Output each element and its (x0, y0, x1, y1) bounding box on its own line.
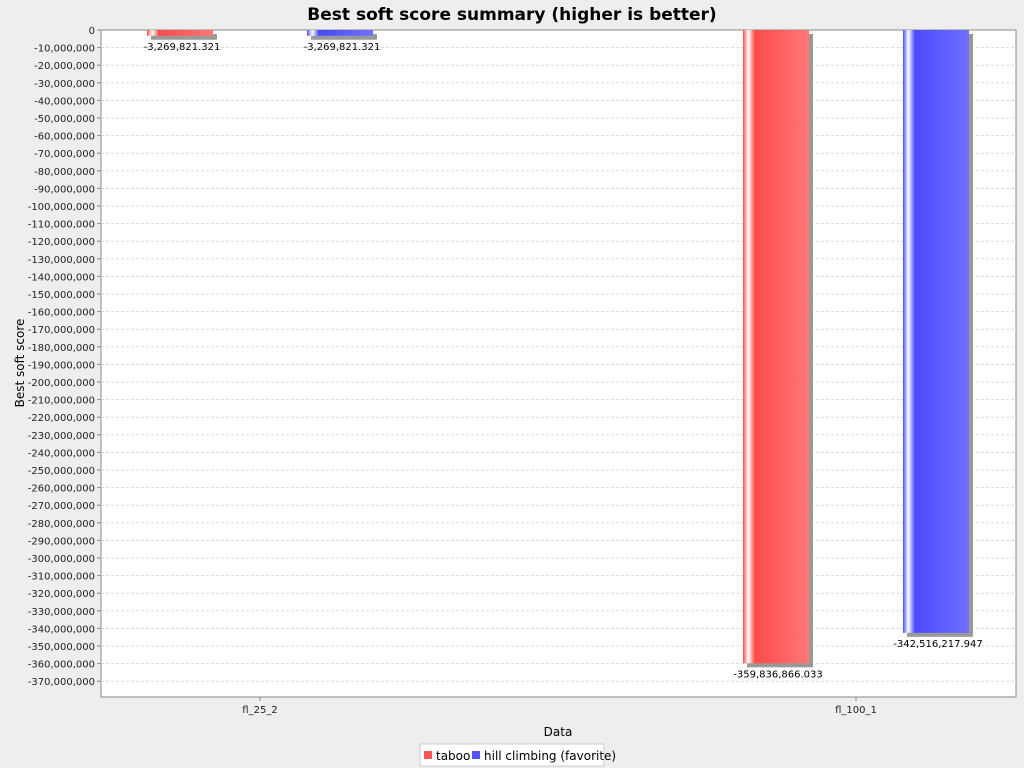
y-tick-label: -270,000,000 (28, 501, 95, 512)
bar-taboo-fl-25-2 (147, 30, 213, 36)
y-tick-label: -250,000,000 (28, 466, 95, 477)
y-tick-label: -280,000,000 (28, 519, 95, 530)
bar-hill-climbing-fl-25-2 (307, 30, 373, 36)
legend-swatch-taboo (424, 751, 432, 759)
bar-shadow (311, 34, 377, 40)
data-labels: -3,269,821.321 -3,269,821.321 -359,836,866… (144, 42, 983, 681)
y-tick-label: -230,000,000 (28, 431, 95, 442)
y-tick-label: -90,000,000 (34, 184, 95, 195)
grid-lines (101, 47, 1016, 682)
y-tick-label: -110,000,000 (28, 220, 95, 231)
bar-hill-climbing-fl-100-1 (903, 30, 969, 633)
y-tick-label: -200,000,000 (28, 378, 95, 389)
y-tick-label: -330,000,000 (28, 607, 95, 618)
y-tick-label: -340,000,000 (28, 624, 95, 635)
legend-swatch-hill-climbing (472, 751, 480, 759)
y-tick-label: -320,000,000 (28, 589, 95, 600)
x-axis-categories: fl_25_2 fl_100_1 (242, 697, 877, 716)
y-tick-label: -140,000,000 (28, 272, 95, 283)
x-axis-label: Data (544, 725, 573, 739)
y-tick-label: -100,000,000 (28, 202, 95, 213)
category-label-fl-100-1: fl_100_1 (835, 705, 877, 716)
y-tick-label: -40,000,000 (34, 96, 95, 107)
y-tick-label: -120,000,000 (28, 237, 95, 248)
y-tick-label: -370,000,000 (28, 677, 95, 688)
y-tick-label: 0 (89, 26, 95, 37)
y-tick-label: -70,000,000 (34, 149, 95, 160)
y-tick-label: -190,000,000 (28, 360, 95, 371)
y-tick-label: -360,000,000 (28, 660, 95, 671)
y-tick-label: -60,000,000 (34, 132, 95, 143)
data-label: -342,516,217.947 (893, 639, 983, 650)
y-tick-label: -80,000,000 (34, 167, 95, 178)
legend-label-taboo: taboo (436, 749, 470, 763)
y-tick-label: -220,000,000 (28, 413, 95, 424)
y-tick-label: -130,000,000 (28, 255, 95, 266)
y-tick-label: -210,000,000 (28, 396, 95, 407)
legend-label-hill-climbing: hill climbing (favorite) (484, 749, 616, 763)
y-tick-label: -170,000,000 (28, 325, 95, 336)
y-tick-label: -160,000,000 (28, 308, 95, 319)
y-axis-label: Best soft score (13, 319, 27, 408)
plot-area (100, 29, 1017, 698)
y-tick-label: -30,000,000 (34, 79, 95, 90)
category-label-fl-25-2: fl_25_2 (242, 705, 277, 716)
y-tick-label: -350,000,000 (28, 642, 95, 653)
bars (147, 30, 973, 668)
data-label: -3,269,821.321 (144, 42, 221, 53)
y-axis-ticks: 0 -10,000,000 -20,000,000 -30,000,000 -40,00… (28, 26, 101, 688)
legend-box (419, 743, 605, 767)
y-tick-label: -260,000,000 (28, 484, 95, 495)
bar-shadow (151, 34, 217, 40)
data-label: -3,269,821.321 (304, 42, 381, 53)
y-tick-label: -150,000,000 (28, 290, 95, 301)
y-tick-label: -20,000,000 (34, 61, 95, 72)
y-tick-label: -240,000,000 (28, 448, 95, 459)
y-tick-label: -290,000,000 (28, 536, 95, 547)
chart-title: Best soft score summary (higher is bette… (307, 5, 716, 25)
legend: taboo hill climbing (favorite) (419, 743, 616, 767)
y-tick-label: -50,000,000 (34, 114, 95, 125)
bar-taboo-fl-100-1 (743, 30, 809, 664)
y-tick-label: -300,000,000 (28, 554, 95, 565)
y-tick-label: -180,000,000 (28, 343, 95, 354)
y-tick-label: -310,000,000 (28, 572, 95, 583)
data-label: -359,836,866.033 (733, 669, 823, 680)
y-tick-label: -10,000,000 (34, 44, 95, 55)
